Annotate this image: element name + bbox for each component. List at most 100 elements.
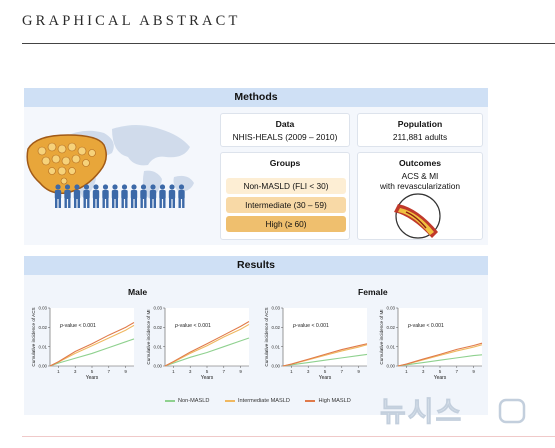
person-icon — [54, 184, 62, 208]
group-high: High (≥ 60) — [226, 216, 346, 232]
x-tick-label: 5 — [324, 369, 327, 374]
y-axis-label: Cumulative incidence of MI — [379, 309, 384, 364]
people-group-icon — [54, 184, 185, 208]
male-label: Male — [128, 287, 148, 297]
series-line-high-masld — [49, 322, 135, 367]
x-tick-label: 7 — [223, 369, 226, 374]
outcomes-card-line2: with revascularization — [379, 181, 461, 191]
y-tick-label: 0.03 — [153, 306, 162, 311]
x-tick-label: 5 — [91, 369, 94, 374]
female-mi-plot: 0.00 0.01 0.02 0.03 1 3 5 7 9 Years Cumulative inc… — [379, 306, 483, 381]
title-rule — [22, 43, 555, 44]
methods-heading: Methods — [24, 88, 488, 107]
y-tick-label: 0.01 — [271, 344, 280, 349]
y-tick-label: 0.03 — [271, 306, 280, 311]
legend-item-high: High MASLD — [305, 398, 351, 404]
x-tick-label: 5 — [439, 369, 442, 374]
legend: Non-MASLD Intermediate MASLD High MASLD — [165, 398, 365, 404]
y-tick-label: 0.02 — [386, 325, 395, 330]
person-icon — [111, 184, 119, 208]
population-card-value: 211,881 adults — [392, 132, 448, 142]
data-card-value: NHIS-HEALS (2009 – 2010) — [232, 132, 338, 142]
x-tick-label: 1 — [405, 369, 408, 374]
person-icon — [64, 184, 71, 208]
y-tick-label: 0.00 — [153, 364, 162, 369]
graphical-abstract-title: GRAPHICAL ABSTRACT — [22, 13, 241, 29]
p-value-annotation: p-value < 0.001 — [174, 323, 211, 329]
series-line-high-masld — [397, 342, 483, 367]
series-line-non-masld — [49, 338, 135, 367]
legend-item-intermediate: Intermediate MASLD — [224, 398, 290, 404]
y-tick-label: 0.02 — [271, 325, 280, 330]
newsis-watermark-logo: 뉴시스 — [380, 395, 526, 426]
x-tick-label: 1 — [172, 369, 175, 374]
x-tick-label: 3 — [422, 369, 425, 374]
person-icon — [130, 184, 138, 208]
x-tick-label: 9 — [124, 369, 127, 374]
person-icon — [83, 184, 90, 208]
population-card: Population 211,881 adults — [357, 113, 483, 147]
person-icon — [140, 184, 147, 208]
x-tick-label: 5 — [206, 369, 209, 374]
x-tick-label: 1 — [57, 369, 60, 374]
person-icon — [73, 184, 81, 208]
x-tick-label: 7 — [456, 369, 459, 374]
p-value-annotation: p-value < 0.001 — [292, 323, 329, 329]
y-axis-label: Cumulative incidence of MI — [146, 309, 151, 364]
p-value-annotation: p-value < 0.001 — [59, 323, 96, 329]
svg-text:뉴시스: 뉴시스 — [380, 395, 463, 426]
female-label: Female — [358, 287, 388, 297]
person-icon — [149, 184, 157, 208]
population-card-title: Population — [397, 119, 443, 129]
methods-illustration — [26, 125, 194, 208]
x-tick-label: 1 — [290, 369, 293, 374]
y-tick-label: 0.03 — [38, 306, 47, 311]
x-axis-label: Years — [319, 375, 332, 381]
groups-card-title: Groups — [269, 158, 301, 168]
x-axis-label: Years — [434, 375, 447, 381]
series-line-non-masld — [397, 354, 483, 367]
y-tick-label: 0.01 — [153, 344, 162, 349]
person-icon — [178, 184, 185, 208]
y-tick-label: 0.02 — [38, 325, 47, 330]
artery-plaque-icon — [394, 193, 441, 239]
male-mi-plot: 0.00 0.01 0.02 0.03 1 3 5 7 9 Years Cumulative inc… — [146, 306, 250, 381]
y-tick-label: 0.03 — [386, 306, 395, 311]
series-line-non-masld — [164, 337, 250, 367]
x-tick-label: 9 — [472, 369, 475, 374]
person-icon — [121, 184, 128, 208]
data-card-title: Data — [275, 119, 295, 129]
plot-area — [165, 308, 249, 366]
y-tick-label: 0.00 — [386, 364, 395, 369]
person-icon — [168, 184, 176, 208]
series-line-high-masld — [164, 321, 250, 367]
y-tick-label: 0.00 — [271, 364, 280, 369]
person-icon — [102, 184, 109, 208]
group-intermediate: Intermediate (30 – 59) — [226, 197, 346, 213]
y-tick-label: 0.00 — [38, 364, 47, 369]
liver-icon — [26, 134, 107, 195]
plot-area — [283, 308, 367, 366]
legend-item-non-masld: Non-MASLD — [165, 398, 209, 404]
y-tick-label: 0.02 — [153, 325, 162, 330]
x-tick-label: 7 — [341, 369, 344, 374]
plot-area — [398, 308, 482, 366]
results-heading: Results — [24, 256, 488, 275]
y-tick-label: 0.01 — [38, 344, 47, 349]
x-tick-label: 9 — [239, 369, 242, 374]
x-tick-label: 3 — [74, 369, 77, 374]
plot-area — [50, 308, 134, 366]
x-tick-label: 9 — [357, 369, 360, 374]
outcomes-card-line1: ACS & MI — [401, 171, 439, 181]
x-tick-label: 3 — [307, 369, 310, 374]
y-axis-label: Cumulative incidence of ACS — [264, 307, 269, 366]
x-tick-label: 7 — [108, 369, 111, 374]
x-tick-label: 3 — [189, 369, 192, 374]
x-axis-label: Years — [86, 375, 99, 381]
p-value-annotation: p-value < 0.001 — [407, 323, 444, 329]
data-card: Data NHIS-HEALS (2009 – 2010) — [220, 113, 350, 147]
group-non-masld: Non-MASLD (FLI < 30) — [226, 178, 346, 194]
female-acs-plot: 0.00 0.01 0.02 0.03 1 3 5 7 9 Years Cumulative inc… — [264, 306, 368, 381]
person-icon — [92, 184, 100, 208]
y-tick-label: 0.01 — [386, 344, 395, 349]
